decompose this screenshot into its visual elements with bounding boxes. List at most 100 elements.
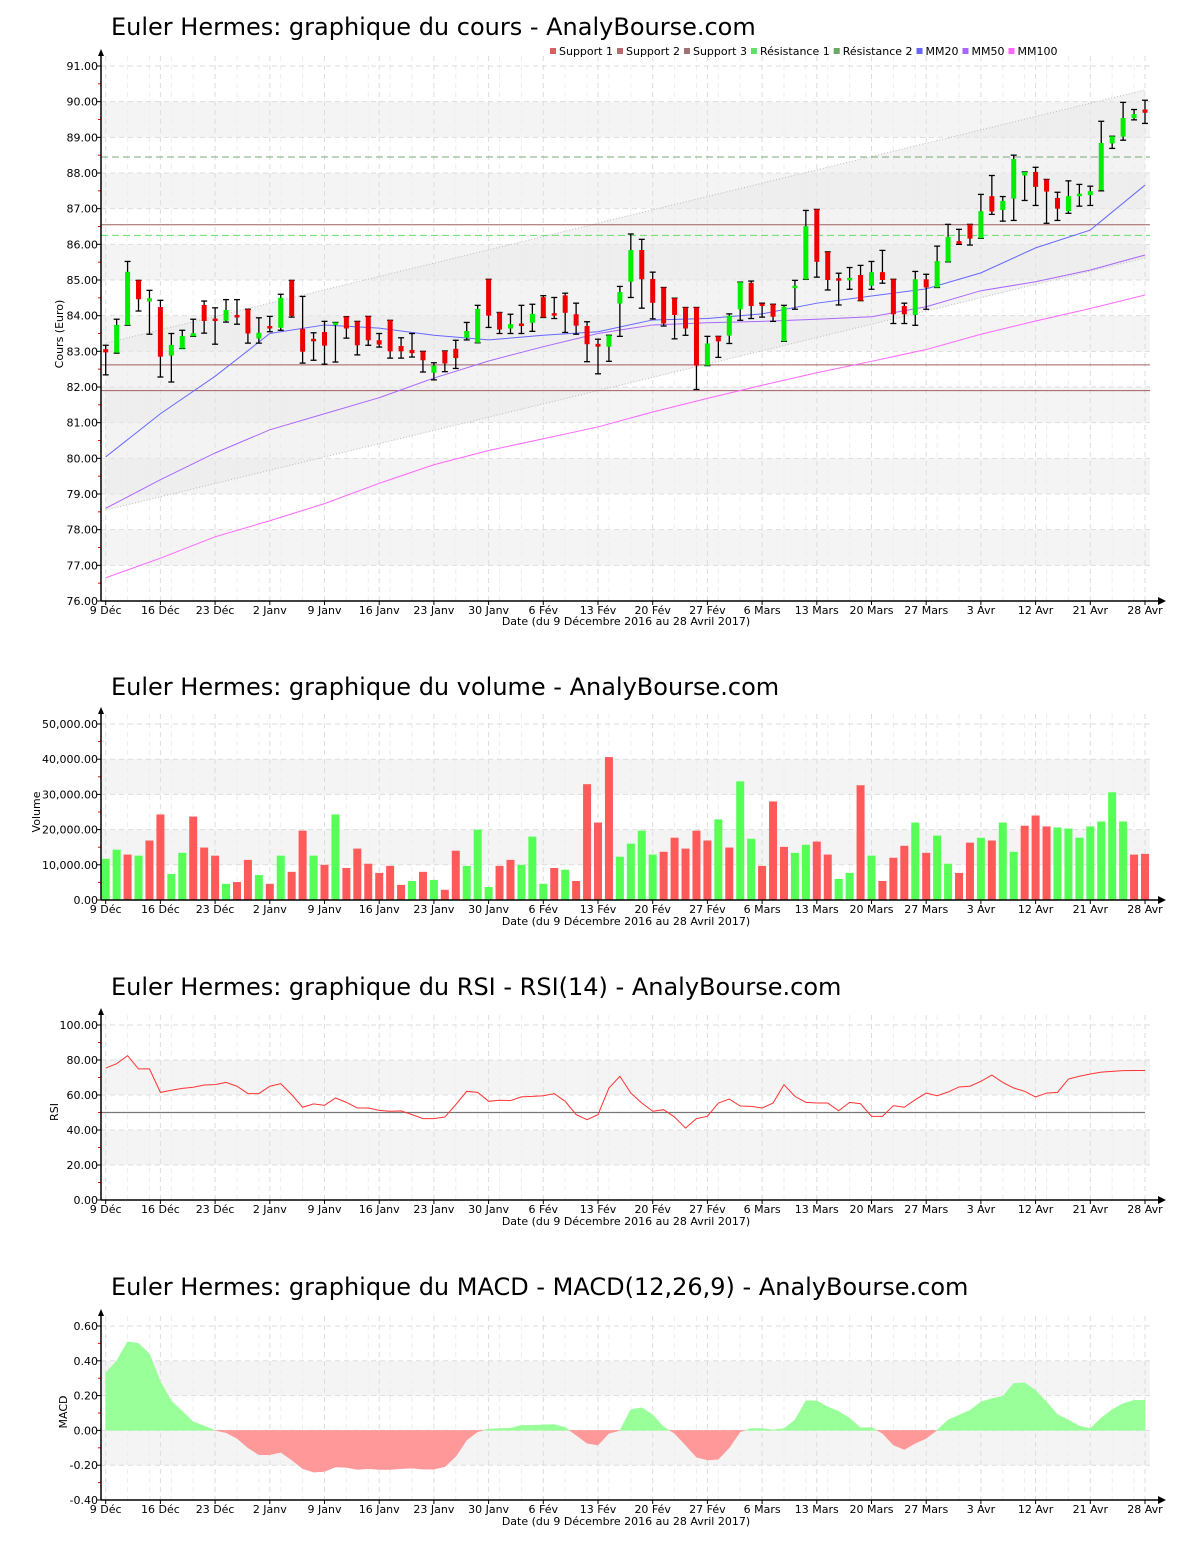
candle-body	[1076, 193, 1082, 197]
macd-area-segment	[269, 1430, 281, 1456]
candle-body	[1044, 179, 1050, 192]
x-axis-arrow-icon	[1158, 597, 1166, 605]
x-tick-label: 3 Avr	[967, 1203, 996, 1216]
rsi-chart-title: Euler Hermes: graphique du RSI - RSI(14)…	[111, 973, 841, 1001]
candle-body	[858, 275, 864, 301]
candle	[857, 264, 864, 302]
volume-bar	[167, 873, 176, 900]
y-tick-label: 0.00	[74, 1424, 99, 1437]
candle-body	[1033, 171, 1039, 187]
candle-body	[300, 328, 306, 352]
candle	[419, 350, 426, 373]
candle-body	[650, 278, 656, 303]
volume-bar	[572, 880, 581, 900]
candle	[190, 318, 197, 338]
macd-area-segment	[357, 1430, 369, 1470]
x-tick-label: 23 Janv	[413, 1503, 454, 1516]
volume-bar	[211, 855, 220, 900]
candle-body	[879, 272, 885, 280]
candle	[113, 318, 120, 354]
candle-body	[311, 338, 317, 342]
x-tick-label: 13 Mars	[795, 1503, 839, 1516]
volume-bar	[834, 878, 843, 900]
legend-swatch	[916, 48, 923, 54]
y-tick-label: 91.00	[67, 60, 99, 73]
volume-bar	[604, 757, 613, 900]
candle-body	[945, 236, 951, 262]
x-tick-label: 6 Fév	[529, 903, 559, 916]
macd-area-segment	[335, 1430, 347, 1468]
candle	[529, 303, 536, 333]
volume-bar	[801, 844, 810, 900]
candle-body	[814, 209, 820, 262]
candle-body	[748, 282, 754, 307]
legend-label: MM100	[1017, 45, 1057, 58]
y-tick-label: 40,000.00	[42, 753, 98, 766]
y-tick-label: 83.00	[67, 345, 99, 358]
candle	[759, 302, 766, 318]
candle-body	[420, 351, 426, 361]
candle-body	[967, 224, 973, 239]
candle	[660, 286, 667, 327]
candle-body	[201, 304, 207, 322]
volume-bar	[1020, 825, 1029, 900]
chart-candlestick-0: 76.00 77.00 78.00 79.00 80.00 81.00 82.00 83.00…	[67, 49, 1166, 617]
volume-bar	[408, 880, 417, 900]
candle-body	[901, 306, 907, 315]
macd-area-segment	[991, 1395, 1004, 1431]
macd-area-segment	[258, 1430, 271, 1456]
volume-bar	[1086, 826, 1095, 900]
macd-area-segment	[483, 1428, 489, 1431]
candle-body	[168, 344, 174, 356]
x-axis-arrow-icon	[1158, 1496, 1166, 1504]
band	[101, 1060, 1150, 1095]
macd-area-segment	[663, 1426, 671, 1431]
volume-bar	[429, 879, 438, 900]
x-tick-label: 27 Mars	[904, 1203, 948, 1216]
x-tick-label: 9 Déc	[90, 1203, 122, 1216]
candle-body	[190, 333, 196, 337]
x-tick-label: 28 Avr	[1127, 1203, 1163, 1216]
candle	[398, 337, 405, 359]
volume-bar	[506, 859, 515, 900]
macd-area-segment	[400, 1430, 413, 1469]
volume-bar	[320, 864, 329, 900]
x-tick-label: 3 Avr	[967, 604, 996, 617]
y-tick-label: 0.00	[74, 894, 99, 907]
candle	[901, 302, 908, 325]
candle	[157, 299, 164, 378]
candle	[507, 313, 514, 335]
candle-body	[1142, 109, 1148, 113]
candle-body	[1022, 171, 1028, 176]
y-tick-label: -0.20	[70, 1459, 98, 1472]
macd-area-segment	[488, 1428, 500, 1431]
macd-area-segment	[564, 1426, 571, 1431]
candle	[791, 279, 798, 310]
volume-chart-title: Euler Hermes: graphique du volume - Anal…	[111, 673, 779, 701]
candle-body	[289, 280, 295, 317]
candle	[365, 315, 372, 346]
candle	[1076, 183, 1083, 207]
candle	[605, 334, 612, 362]
candle	[474, 304, 481, 344]
macd-area-segment	[1079, 1425, 1091, 1431]
x-tick-label: 23 Déc	[196, 604, 235, 617]
candle	[223, 298, 230, 323]
macd-area-segment	[302, 1430, 314, 1473]
legend-label: MM20	[926, 45, 959, 58]
x-tick-label: 23 Déc	[196, 1503, 235, 1516]
candle	[124, 260, 131, 326]
x-axis-arrow-icon	[1158, 1196, 1166, 1204]
volume-bar	[178, 852, 187, 900]
y-tick-label: 86.00	[67, 238, 99, 251]
volume-bar	[1009, 851, 1018, 900]
chart-bar-1: 0.00 10,000.00 20,000.00 30,000.00 40,000.00…	[42, 707, 1166, 916]
volume-x-axis-title: Date (du 9 Décembre 2016 au 28 Avril 201…	[502, 915, 750, 928]
y-tick-label: 77.00	[67, 559, 99, 572]
candle-body	[136, 280, 142, 300]
macd-area-segment	[192, 1421, 205, 1431]
x-tick-label: 27 Fév	[689, 1503, 726, 1516]
legend-label: Résistance 2	[843, 45, 913, 58]
y-tick-label: 79.00	[67, 488, 99, 501]
